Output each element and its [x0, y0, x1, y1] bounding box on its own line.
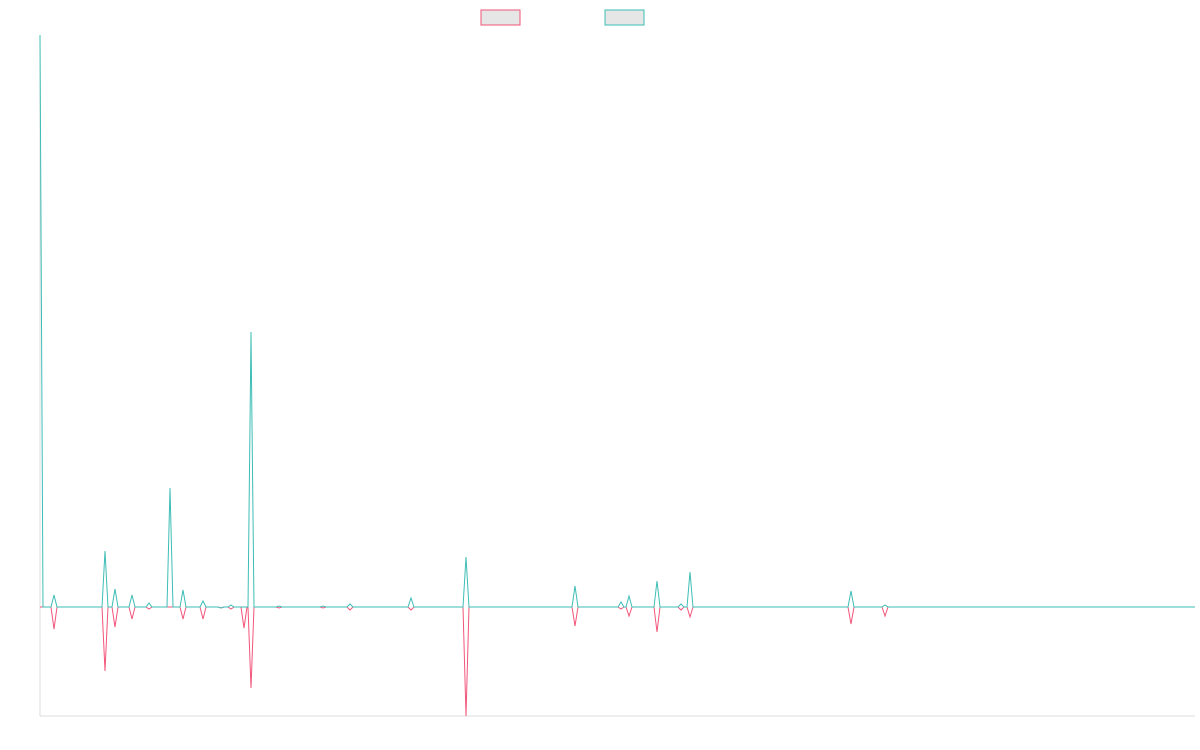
series-line [39, 34, 1195, 609]
legend-swatch [480, 9, 521, 26]
series-line [40, 606, 1195, 717]
legend-swatch [604, 9, 645, 26]
